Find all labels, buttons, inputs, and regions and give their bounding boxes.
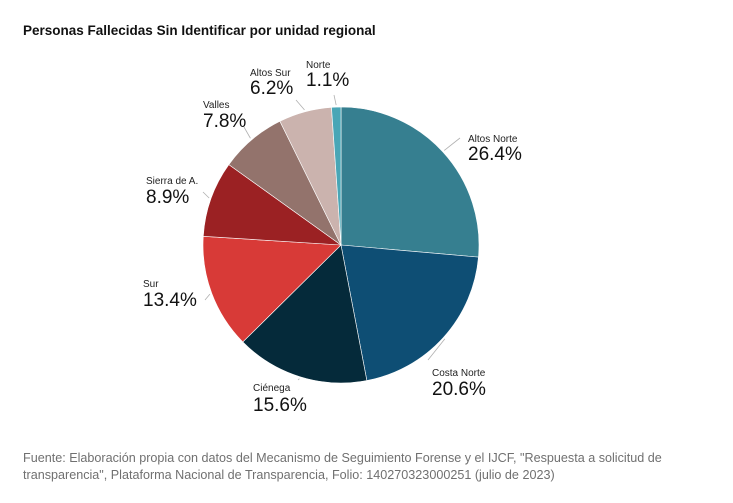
leader-line <box>333 94 337 106</box>
leader-line <box>243 126 251 139</box>
slice-label: Norte <box>306 60 331 71</box>
slice-label: Sur <box>143 279 159 290</box>
source-note: Fuente: Elaboración propia con datos del… <box>23 451 662 482</box>
slice-value-label: 20.6% <box>432 379 486 400</box>
pie-slice-ci-nega <box>242 244 368 384</box>
pie-slice-altos-norte <box>340 106 480 258</box>
slice-label: Altos Norte <box>468 134 518 145</box>
slice-value-label: 8.9% <box>146 187 189 208</box>
leader-line <box>295 99 305 111</box>
leader-line <box>204 293 211 301</box>
slice-value-label: 6.2% <box>250 78 293 99</box>
leader-line <box>297 378 300 381</box>
pie-slice-costa-norte <box>340 244 479 381</box>
chart-title: Personas Fallecidas Sin Identificar por … <box>23 23 376 38</box>
pie-slices <box>202 106 480 384</box>
slice-value-label: 15.6% <box>253 395 307 416</box>
slice-value-label: 1.1% <box>306 70 349 91</box>
slice-label: Sierra de A. <box>146 176 198 187</box>
leader-line <box>444 137 461 151</box>
slice-label: Altos Sur <box>250 68 291 79</box>
slice-value-label: 26.4% <box>468 144 522 165</box>
leader-line <box>427 338 446 361</box>
leader-line <box>202 191 210 199</box>
pie-slice-norte <box>331 106 342 246</box>
slice-value-label: 7.8% <box>203 111 246 132</box>
slice-label: Ciénega <box>253 383 291 394</box>
slice-label: Costa Norte <box>432 368 486 379</box>
slice-value-label: 13.4% <box>143 290 197 311</box>
pie-slice-sur <box>202 236 342 343</box>
slice-label: Valles <box>203 100 230 111</box>
